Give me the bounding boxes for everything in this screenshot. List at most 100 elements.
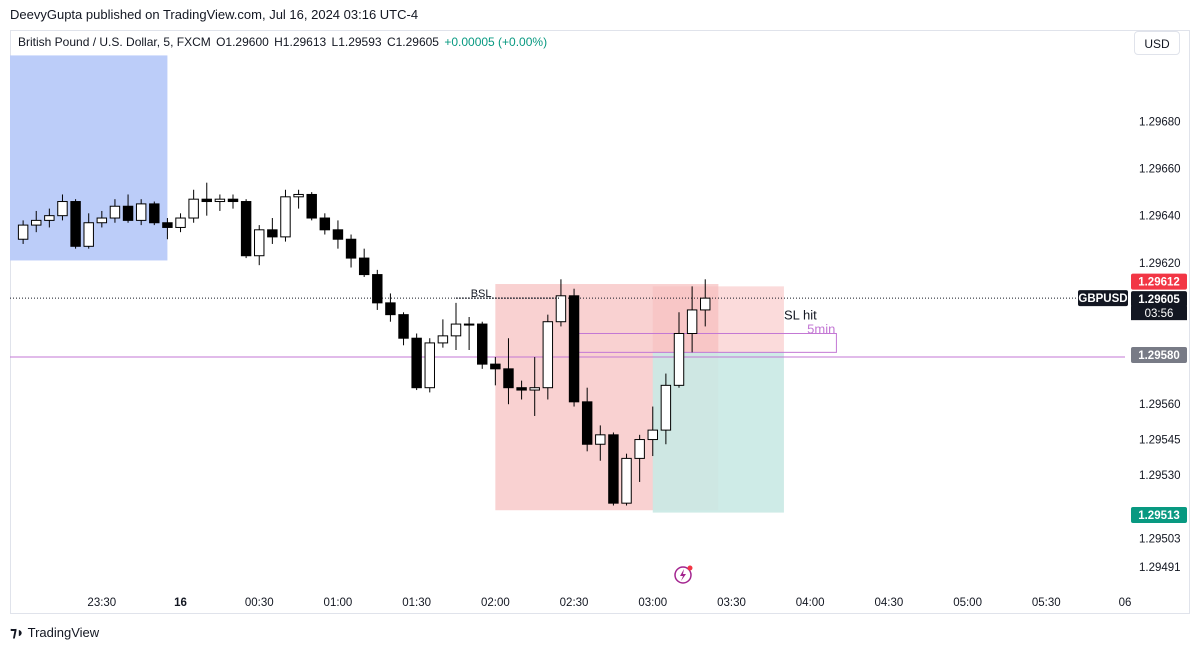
candle-body bbox=[660, 384, 672, 431]
candle-50 bbox=[673, 312, 685, 388]
candle-body bbox=[621, 457, 632, 504]
candle-body bbox=[149, 203, 160, 224]
candle-40 bbox=[542, 314, 554, 400]
lightning-icon bbox=[674, 565, 693, 584]
change-value: +0.00005 (+0.00%) bbox=[444, 35, 548, 49]
tradingview-logo-icon[interactable]: ⁊◗ bbox=[10, 623, 25, 640]
publisher-line: DeevyGupta published on TradingView.com,… bbox=[10, 7, 419, 22]
y-tick-label: 1.29620 bbox=[1139, 258, 1181, 270]
candle-8 bbox=[122, 194, 134, 223]
target-price-label-bg bbox=[1131, 506, 1187, 523]
candle-16 bbox=[227, 194, 239, 209]
candle-34 bbox=[463, 317, 475, 350]
candle-body bbox=[542, 321, 554, 389]
candle-19 bbox=[267, 218, 278, 244]
candle-body bbox=[109, 205, 121, 219]
candle-26 bbox=[358, 248, 370, 277]
close-value: C1.29605 bbox=[386, 35, 439, 49]
symbol-legend: British Pound / U.S. Dollar, 5, FXCM O1.… bbox=[18, 35, 549, 49]
candle-24 bbox=[332, 220, 344, 249]
marked-price-label-text: 1.29580 bbox=[1138, 350, 1180, 362]
y-tick-label: 1.29491 bbox=[1139, 562, 1181, 574]
candle-body bbox=[96, 217, 108, 224]
candle-2 bbox=[44, 208, 55, 228]
symbol-name[interactable]: British Pound / U.S. Dollar, 5, FXCM bbox=[18, 35, 211, 49]
candle-body bbox=[581, 401, 593, 445]
candle-body bbox=[135, 203, 147, 221]
sl-hit-label: SL hit bbox=[784, 308, 817, 323]
candle-body bbox=[31, 219, 42, 226]
x-tick-label: 01:00 bbox=[324, 597, 353, 609]
y-tick-label: 1.29503 bbox=[1139, 534, 1181, 546]
ticker-label: GBPUSD bbox=[1078, 290, 1128, 307]
currency-button[interactable]: USD bbox=[1134, 31, 1180, 55]
candle-body bbox=[44, 215, 55, 221]
profit-zone bbox=[652, 352, 784, 513]
y-tick-label: 1.29680 bbox=[1139, 116, 1181, 128]
candle-body bbox=[280, 196, 291, 238]
candle-6 bbox=[96, 210, 108, 228]
candle-body bbox=[490, 363, 501, 370]
candle-body bbox=[17, 224, 29, 240]
candle-29 bbox=[398, 312, 409, 346]
y-tick-label: 1.29560 bbox=[1139, 399, 1181, 411]
x-tick-label: 00:30 bbox=[245, 597, 274, 609]
last-price-label-bg bbox=[1131, 273, 1187, 290]
candle-25 bbox=[345, 234, 357, 268]
candle-body bbox=[700, 297, 711, 311]
current-price-label-bg bbox=[1131, 291, 1187, 308]
candle-body bbox=[227, 198, 239, 203]
candle-43 bbox=[581, 387, 593, 452]
candle-45 bbox=[608, 432, 619, 506]
candle-body bbox=[319, 217, 331, 231]
y-tick-label: 1.29545 bbox=[1139, 435, 1181, 447]
candle-15 bbox=[214, 194, 226, 211]
candle-body bbox=[175, 217, 186, 228]
candle-49 bbox=[660, 373, 672, 445]
candle-1 bbox=[31, 210, 42, 233]
candle-10 bbox=[149, 201, 160, 226]
candle-47 bbox=[634, 434, 645, 482]
candle-body bbox=[358, 257, 370, 276]
candle-18 bbox=[254, 225, 265, 266]
y-tick-label: 1.29530 bbox=[1139, 470, 1181, 482]
x-tick-label: 05:30 bbox=[1032, 597, 1061, 609]
candle-body bbox=[332, 229, 344, 240]
candle-17 bbox=[240, 199, 252, 259]
x-tick-label: 04:30 bbox=[874, 597, 903, 609]
marked-price-label-bg bbox=[1131, 347, 1187, 364]
x-tick-label: 03:30 bbox=[717, 597, 746, 609]
brand-name[interactable]: TradingView bbox=[27, 624, 100, 640]
candle-9 bbox=[135, 199, 147, 226]
bsl-label: BSL bbox=[471, 288, 492, 300]
candle-32 bbox=[437, 319, 449, 348]
candle-body bbox=[647, 429, 658, 441]
candle-body bbox=[83, 222, 94, 247]
candle-37 bbox=[503, 338, 514, 405]
candle-body bbox=[634, 439, 645, 459]
candle-body bbox=[57, 201, 68, 217]
open-value: O1.29600 bbox=[216, 35, 269, 49]
countdown-bg bbox=[1131, 306, 1187, 321]
candle-14 bbox=[201, 182, 212, 216]
candle-35 bbox=[477, 321, 488, 369]
timeframe-label: 5min bbox=[807, 321, 835, 336]
candle-body bbox=[673, 332, 685, 386]
candle-body bbox=[162, 222, 173, 228]
current-price-label-text: 1.29605 bbox=[1138, 294, 1180, 306]
candle-body bbox=[608, 434, 619, 504]
current-price-label: 1.29605 bbox=[1131, 291, 1187, 308]
candle-7 bbox=[109, 199, 121, 223]
x-tick-label: 03:00 bbox=[638, 597, 667, 609]
ticker-label-bg bbox=[1078, 290, 1128, 307]
low-value: L1.29593 bbox=[331, 35, 382, 49]
candle-body bbox=[70, 201, 81, 247]
candle-body bbox=[503, 368, 514, 389]
candle-48 bbox=[647, 406, 658, 457]
candle-44 bbox=[595, 425, 606, 461]
candle-body bbox=[254, 229, 265, 257]
candle-11 bbox=[162, 218, 173, 240]
candle-21 bbox=[293, 189, 304, 209]
y-tick-label: 1.29660 bbox=[1139, 164, 1181, 176]
